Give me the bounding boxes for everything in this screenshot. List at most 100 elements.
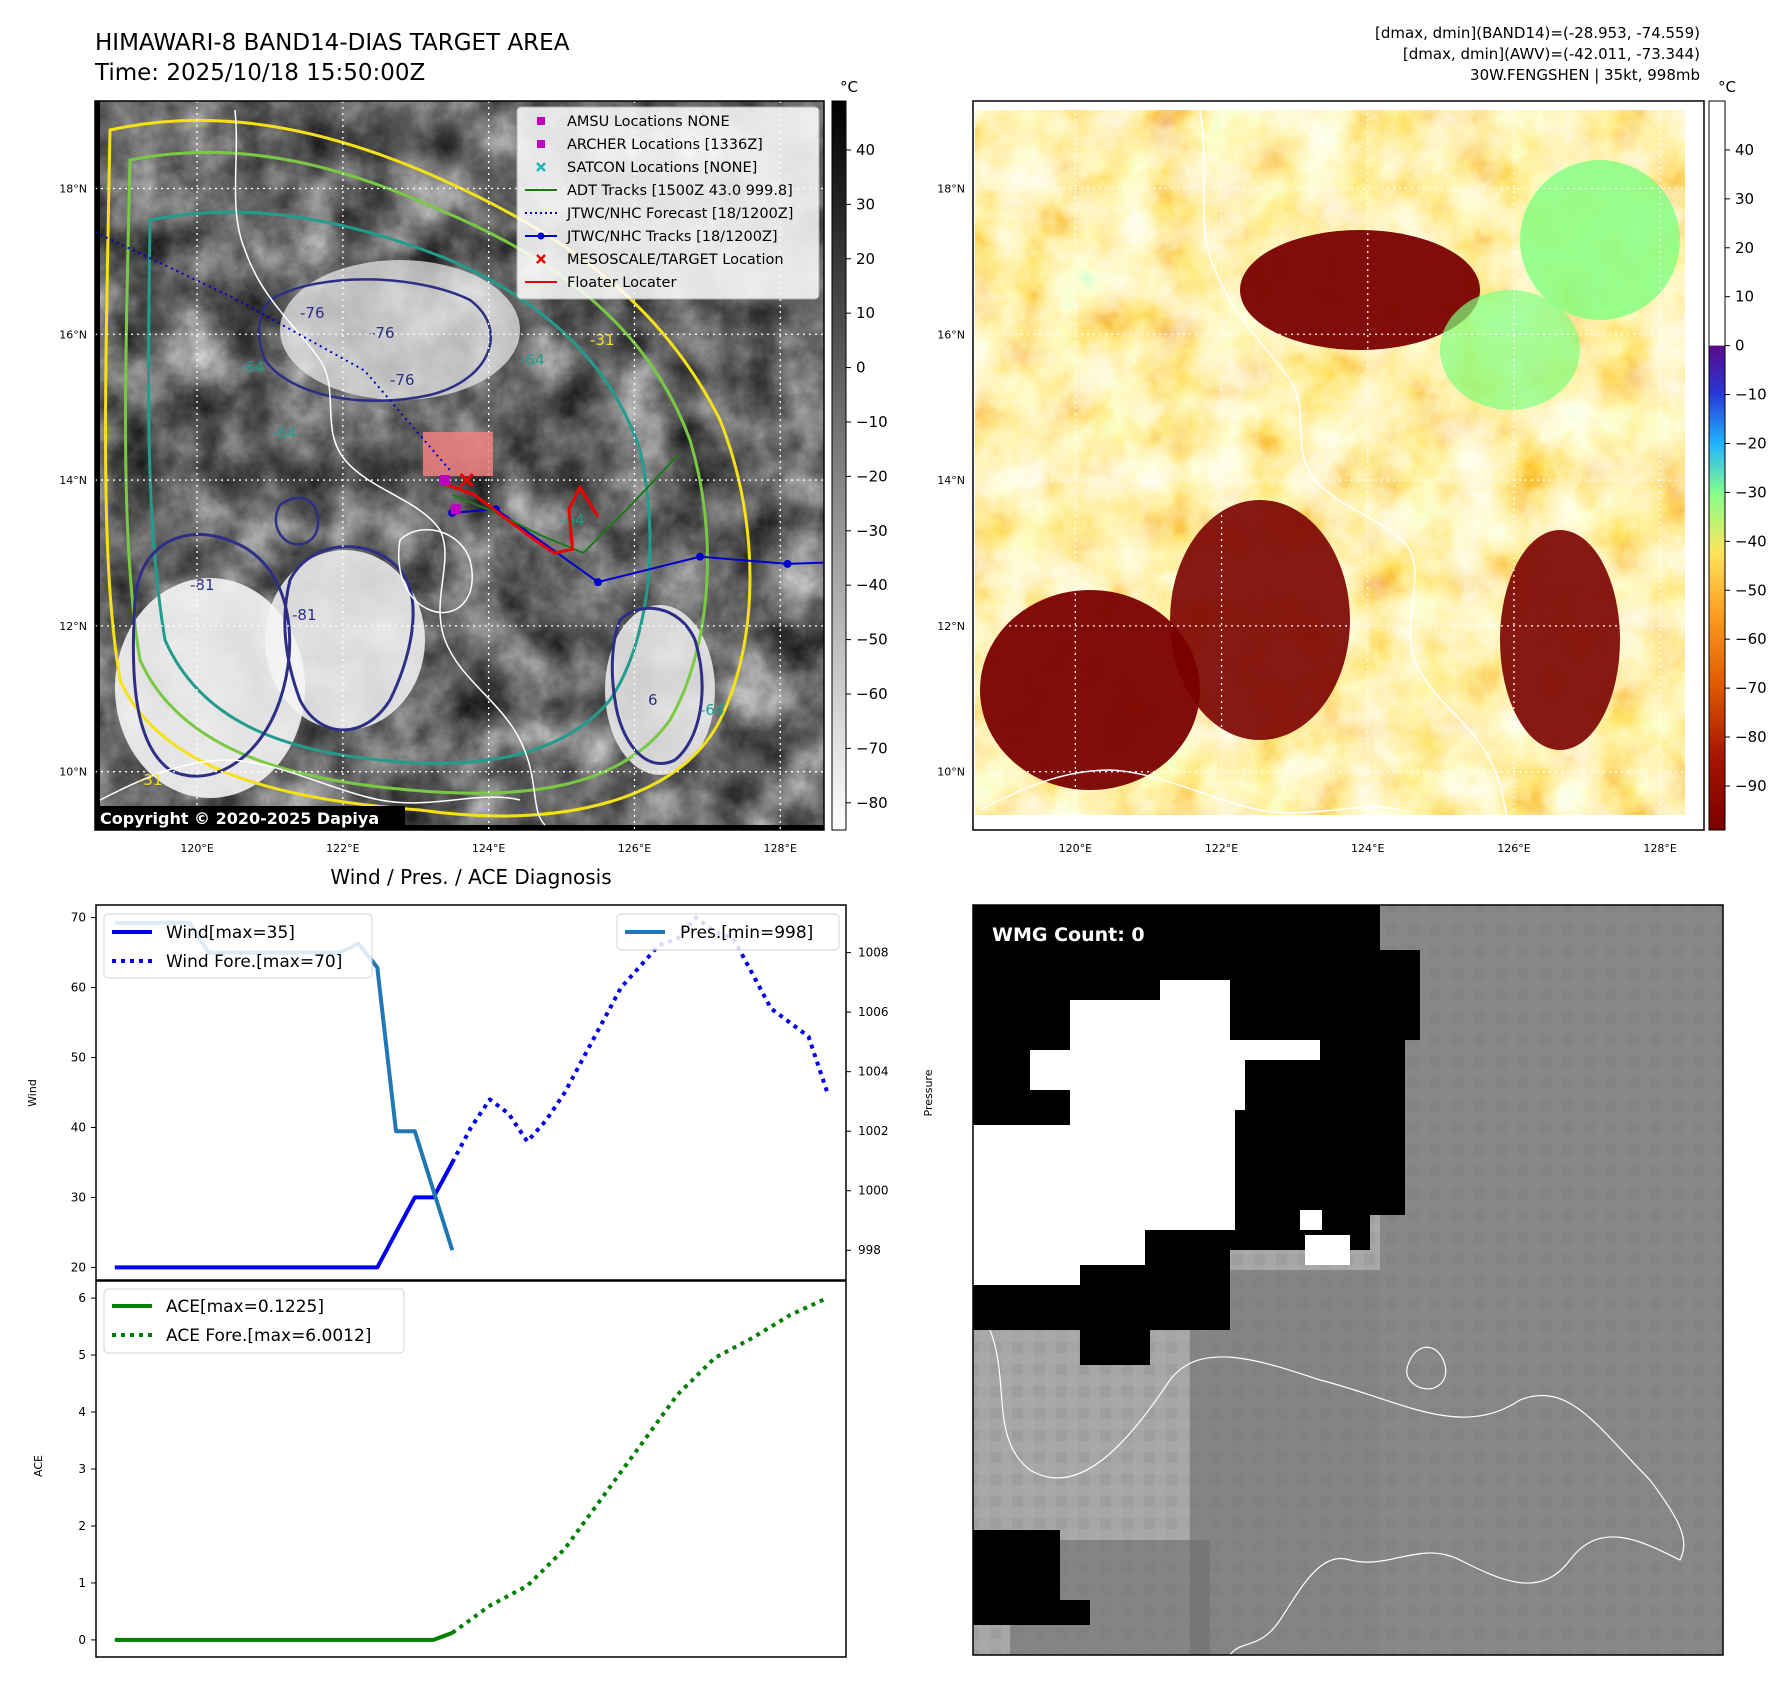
coastline [398,528,473,614]
adt-track [451,453,679,555]
ace-legend: ACE[max=0.1225] ACE Fore.[max=6.0012] [103,1288,405,1354]
colorbar-unit: °C [1718,78,1736,96]
contour-yellow [104,118,752,818]
series-line-ace-fore-max [451,1296,829,1635]
jtwc-track-point [783,559,792,568]
colorbar-gray: °C 40 30 20 10 0 −10 −20 −30 −40 −50 −60 −70 −80 [831,78,888,831]
wmg-dark-region [1190,1270,1380,1655]
wmg-count-box [983,918,1169,950]
coastline [1406,1346,1447,1390]
colorbar-tick-label: −80 [856,794,888,812]
colorbar-tick-label: −80 [1735,728,1767,746]
legend-square-marker [537,117,545,125]
ytick-label: 4 [78,1405,86,1419]
colorbar-tick-label: −10 [1735,386,1767,404]
lat-label: 16°N [59,328,87,341]
ytick-label: 50 [71,1051,86,1065]
wmg-black-region [973,1530,1090,1625]
archer-point [439,475,450,486]
lon-label: 128°E [1643,842,1676,855]
colorbar-tick-label: 40 [1735,141,1754,159]
ytick-right-label: 1004 [858,1065,889,1079]
ace-ylabel: ACE [32,1455,45,1477]
legend-label: SATCON Locations [NONE] [567,160,757,176]
lon-label: 120°E [180,842,213,855]
colorbar-tick-label: 10 [856,304,875,322]
ytick-label: 2 [78,1519,86,1533]
lon-label: 126°E [618,842,651,855]
colorbar-tick-label: 20 [856,250,875,268]
colorbar-tick-label: 30 [1735,190,1754,208]
warm-area [1520,160,1680,320]
jtwc-track-point [696,552,705,561]
legend-wind-label: Wind[max=35] [166,923,295,943]
legend-ace-label: ACE[max=0.1225] [166,1297,324,1317]
lat-label: 18°N [937,182,965,195]
contour-label: -64 [520,351,545,369]
jtwc-track-point [594,578,603,587]
cold-cloud-core [265,550,425,730]
colorbar-tick-label: 0 [1735,337,1745,355]
lon-label: 122°E [1205,842,1238,855]
legend-dot-marker [537,232,545,240]
colorbar-color: °C 40 30 20 10 0 −10 −20 −30 −40 −50 −60 −70 −80 −90 [1708,78,1767,831]
coastline [989,1329,1685,1655]
colorbar-tick-label: 40 [856,141,875,159]
coastline [979,769,1401,814]
warm-area [1440,290,1580,410]
copyright-text: Copyright © 2020-2025 Dapiya [100,809,379,828]
legend-label: JTWC/NHC Forecast [18/1200Z] [566,206,793,222]
legend-label: MESOSCALE/TARGET Location [567,252,784,268]
color-ir-map-panel: 18°N 16°N 14°N 12°N 10°N 120°E 122°E 124°E 126°E… [937,100,1705,855]
coastline [234,109,546,826]
stats-awv: [dmax, dmin](AWV)=(-42.011, -73.344) [1403,45,1700,63]
contour-label: -64 [560,511,585,529]
wmg-white-patch [1305,1235,1350,1265]
contour-label: -81 [190,576,215,594]
series-line-wind-max [114,1161,455,1270]
colorbar-tick-label: −60 [856,685,888,703]
wmg-white-patch [1300,1210,1322,1230]
colorbar-tick-label: 30 [856,195,875,213]
map-axis-labels: 18°N 16°N 14°N 12°N 10°N 120°E 122°E 124°E 126°E… [59,182,797,855]
colorbar-tick-label: −70 [1735,679,1767,697]
lat-label: 14°N [59,474,87,487]
cold-cloud-core [605,605,715,775]
lat-label: 12°N [937,620,965,633]
colorbar-tick-label: −30 [1735,483,1767,501]
contour-navy [131,532,292,778]
colorbar-tick-label: −50 [1735,581,1767,599]
map-axis-labels: 18°N 16°N 14°N 12°N 10°N 120°E 122°E 124°E 126°E… [937,182,1677,855]
target-marker [459,473,474,488]
ytick-right-label: 1008 [858,946,889,960]
lat-label: 18°N [59,182,87,195]
legend-label: Floater Locater [567,275,676,291]
colorbar-tick-label: −40 [856,576,888,594]
series-line-wind-fore-max [450,915,830,1164]
wind-ylabel: Wind [26,1079,39,1107]
lon-label: 126°E [1497,842,1530,855]
cold-top [1240,230,1480,350]
map-legend: AMSU Locations NONE ARCHER Locations [133… [516,106,820,300]
lat-label: 12°N [59,620,87,633]
ytick-label: 3 [78,1462,86,1476]
map-gridlines [973,101,1704,830]
jtwc-track-point [886,556,894,564]
contour-label: -64 [700,701,725,719]
legend-label: AMSU Locations NONE [567,114,730,130]
storm-info: 30W.FENGSHEN | 35kt, 998mb [1470,66,1700,84]
ytick-label: 6 [78,1291,86,1305]
target-area-box [423,432,493,476]
cold-top [1500,530,1620,750]
contour-label: -64 [240,358,265,376]
contour-navy [283,545,415,732]
pressure-legend: Pres.[min=998] [616,913,840,951]
contour-label: -31 [590,331,615,349]
legend-wind-fore-label: Wind Fore.[max=70] [166,952,342,972]
contour-label: -81 [292,606,317,624]
legend-x-marker [536,162,546,172]
ace-chart: 0 1 2 3 4 5 6 ACE ACE[max=0.1225] ACE Fore.[ma… [32,1280,847,1658]
ytick-label: 40 [71,1120,86,1134]
lat-label: 10°N [59,766,87,779]
contour-navy [257,278,492,402]
